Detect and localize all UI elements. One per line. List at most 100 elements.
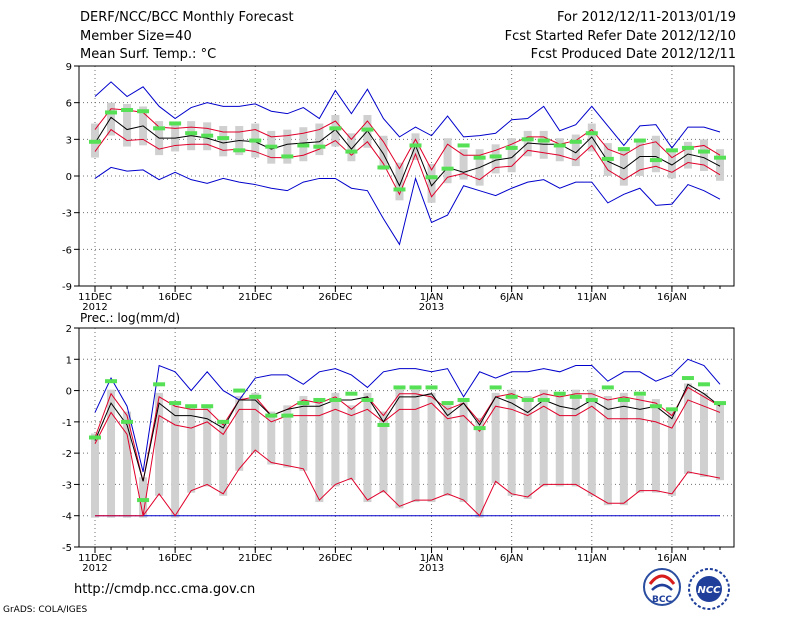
spread-box bbox=[299, 395, 308, 471]
y-tick-label: 1 bbox=[66, 355, 72, 366]
series-max-line bbox=[94, 358, 721, 473]
bcc-logo: BCC bbox=[643, 568, 681, 606]
spread-box bbox=[331, 115, 340, 147]
x-tick-label: 21DEC bbox=[238, 553, 272, 564]
spread-box bbox=[331, 392, 340, 487]
temperature-panel: 9 6 3 0 -3 -6 -9 11DEC 16DEC 21DEC 26DEC 1JAN 6JAN 11… bbox=[62, 62, 735, 313]
median-marker bbox=[633, 138, 646, 143]
spread-box bbox=[507, 389, 516, 496]
spread-box bbox=[171, 122, 180, 152]
x-tick-label: 1JAN bbox=[420, 553, 443, 564]
median-marker bbox=[457, 397, 470, 402]
spread-box bbox=[395, 389, 404, 509]
y-tick-label: -3 bbox=[62, 480, 72, 491]
median-marker bbox=[169, 401, 182, 406]
spread-box bbox=[123, 411, 132, 518]
spread-box bbox=[283, 129, 292, 164]
median-marker bbox=[521, 137, 534, 142]
x-tick-label: 16JAN bbox=[657, 292, 687, 303]
median-marker bbox=[377, 422, 390, 427]
series-mean-line bbox=[94, 116, 721, 187]
spread-box bbox=[315, 123, 324, 156]
variable-label: Mean Surf. Temp.: °C bbox=[80, 47, 217, 62]
y-tick-label: 0 bbox=[66, 387, 72, 398]
series-upper-line bbox=[94, 386, 721, 482]
median-marker bbox=[537, 138, 550, 143]
forecast-range-label: For 2012/12/11-2013/01/19 bbox=[557, 10, 736, 25]
series-lower-extreme-line bbox=[95, 449, 721, 517]
median-marker bbox=[585, 397, 598, 402]
spread-box bbox=[475, 417, 484, 518]
x-tick-label: 11DEC bbox=[78, 553, 112, 564]
y-tick-label: -3 bbox=[62, 209, 72, 220]
spread-box bbox=[91, 433, 99, 518]
spread-box bbox=[459, 399, 468, 503]
spread-box bbox=[683, 383, 692, 474]
spread-box bbox=[315, 399, 324, 503]
median-marker bbox=[425, 385, 438, 390]
y-tick-label: -2 bbox=[62, 449, 72, 460]
median-marker bbox=[153, 126, 166, 131]
median-marker bbox=[569, 139, 582, 144]
spread-box bbox=[123, 104, 132, 147]
x-tick-label: 11JAN bbox=[577, 292, 607, 303]
median-marker bbox=[169, 121, 182, 126]
median-marker bbox=[409, 385, 422, 390]
spread-box bbox=[427, 163, 436, 203]
median-marker bbox=[265, 144, 278, 149]
x-tick-label: 11JAN bbox=[577, 553, 607, 564]
spread-box bbox=[235, 395, 244, 471]
spread-box bbox=[107, 389, 116, 518]
median-marker bbox=[585, 131, 598, 136]
spread-box bbox=[155, 392, 164, 496]
y-tick-label: -4 bbox=[62, 512, 72, 523]
median-marker bbox=[569, 394, 582, 399]
median-marker bbox=[281, 413, 294, 418]
spread-box bbox=[555, 138, 564, 162]
median-marker bbox=[313, 144, 326, 149]
median-marker bbox=[409, 143, 422, 148]
median-marker bbox=[377, 165, 390, 170]
spread-box bbox=[443, 405, 452, 496]
x-tick-label: 16JAN bbox=[657, 553, 687, 564]
spread-box bbox=[555, 392, 564, 487]
spread-box bbox=[716, 402, 724, 481]
median-marker bbox=[457, 143, 470, 148]
spread-box bbox=[635, 139, 644, 176]
median-marker bbox=[313, 397, 326, 402]
spread-box bbox=[347, 405, 356, 481]
spread-box bbox=[427, 392, 436, 503]
y-tick-label: -6 bbox=[62, 245, 72, 256]
median-marker bbox=[89, 139, 101, 144]
series-lower-line bbox=[94, 399, 721, 516]
footer-url[interactable]: http://cmdp.ncc.cma.gov.cn bbox=[74, 582, 256, 597]
ncc-logo: NCC bbox=[688, 568, 730, 610]
spread-box bbox=[171, 402, 180, 518]
median-marker bbox=[297, 143, 310, 148]
median-marker bbox=[553, 143, 566, 148]
median-marker bbox=[633, 391, 646, 396]
spread-box bbox=[619, 149, 628, 186]
median-marker bbox=[665, 407, 678, 412]
spread-box bbox=[699, 139, 708, 171]
spread-box bbox=[107, 102, 116, 136]
spread-box bbox=[219, 126, 228, 157]
median-marker bbox=[345, 391, 358, 396]
spread-box bbox=[443, 138, 452, 184]
median-marker bbox=[521, 397, 534, 402]
grads-credit: GrADS: COLA/IGES bbox=[3, 605, 88, 615]
median-marker bbox=[393, 187, 406, 192]
x-tick-label: 16DEC bbox=[158, 553, 192, 564]
spread-box bbox=[283, 405, 292, 468]
spread-box bbox=[395, 162, 404, 201]
median-marker bbox=[361, 127, 374, 132]
spread-box bbox=[619, 392, 628, 506]
y-tick-label: -5 bbox=[62, 543, 72, 554]
spread-box bbox=[507, 138, 516, 173]
series-upper-line bbox=[94, 108, 721, 171]
spread-box bbox=[699, 392, 708, 478]
x-tick-label: 16DEC bbox=[158, 292, 192, 303]
median-marker bbox=[681, 145, 694, 150]
spread-box bbox=[571, 134, 580, 167]
